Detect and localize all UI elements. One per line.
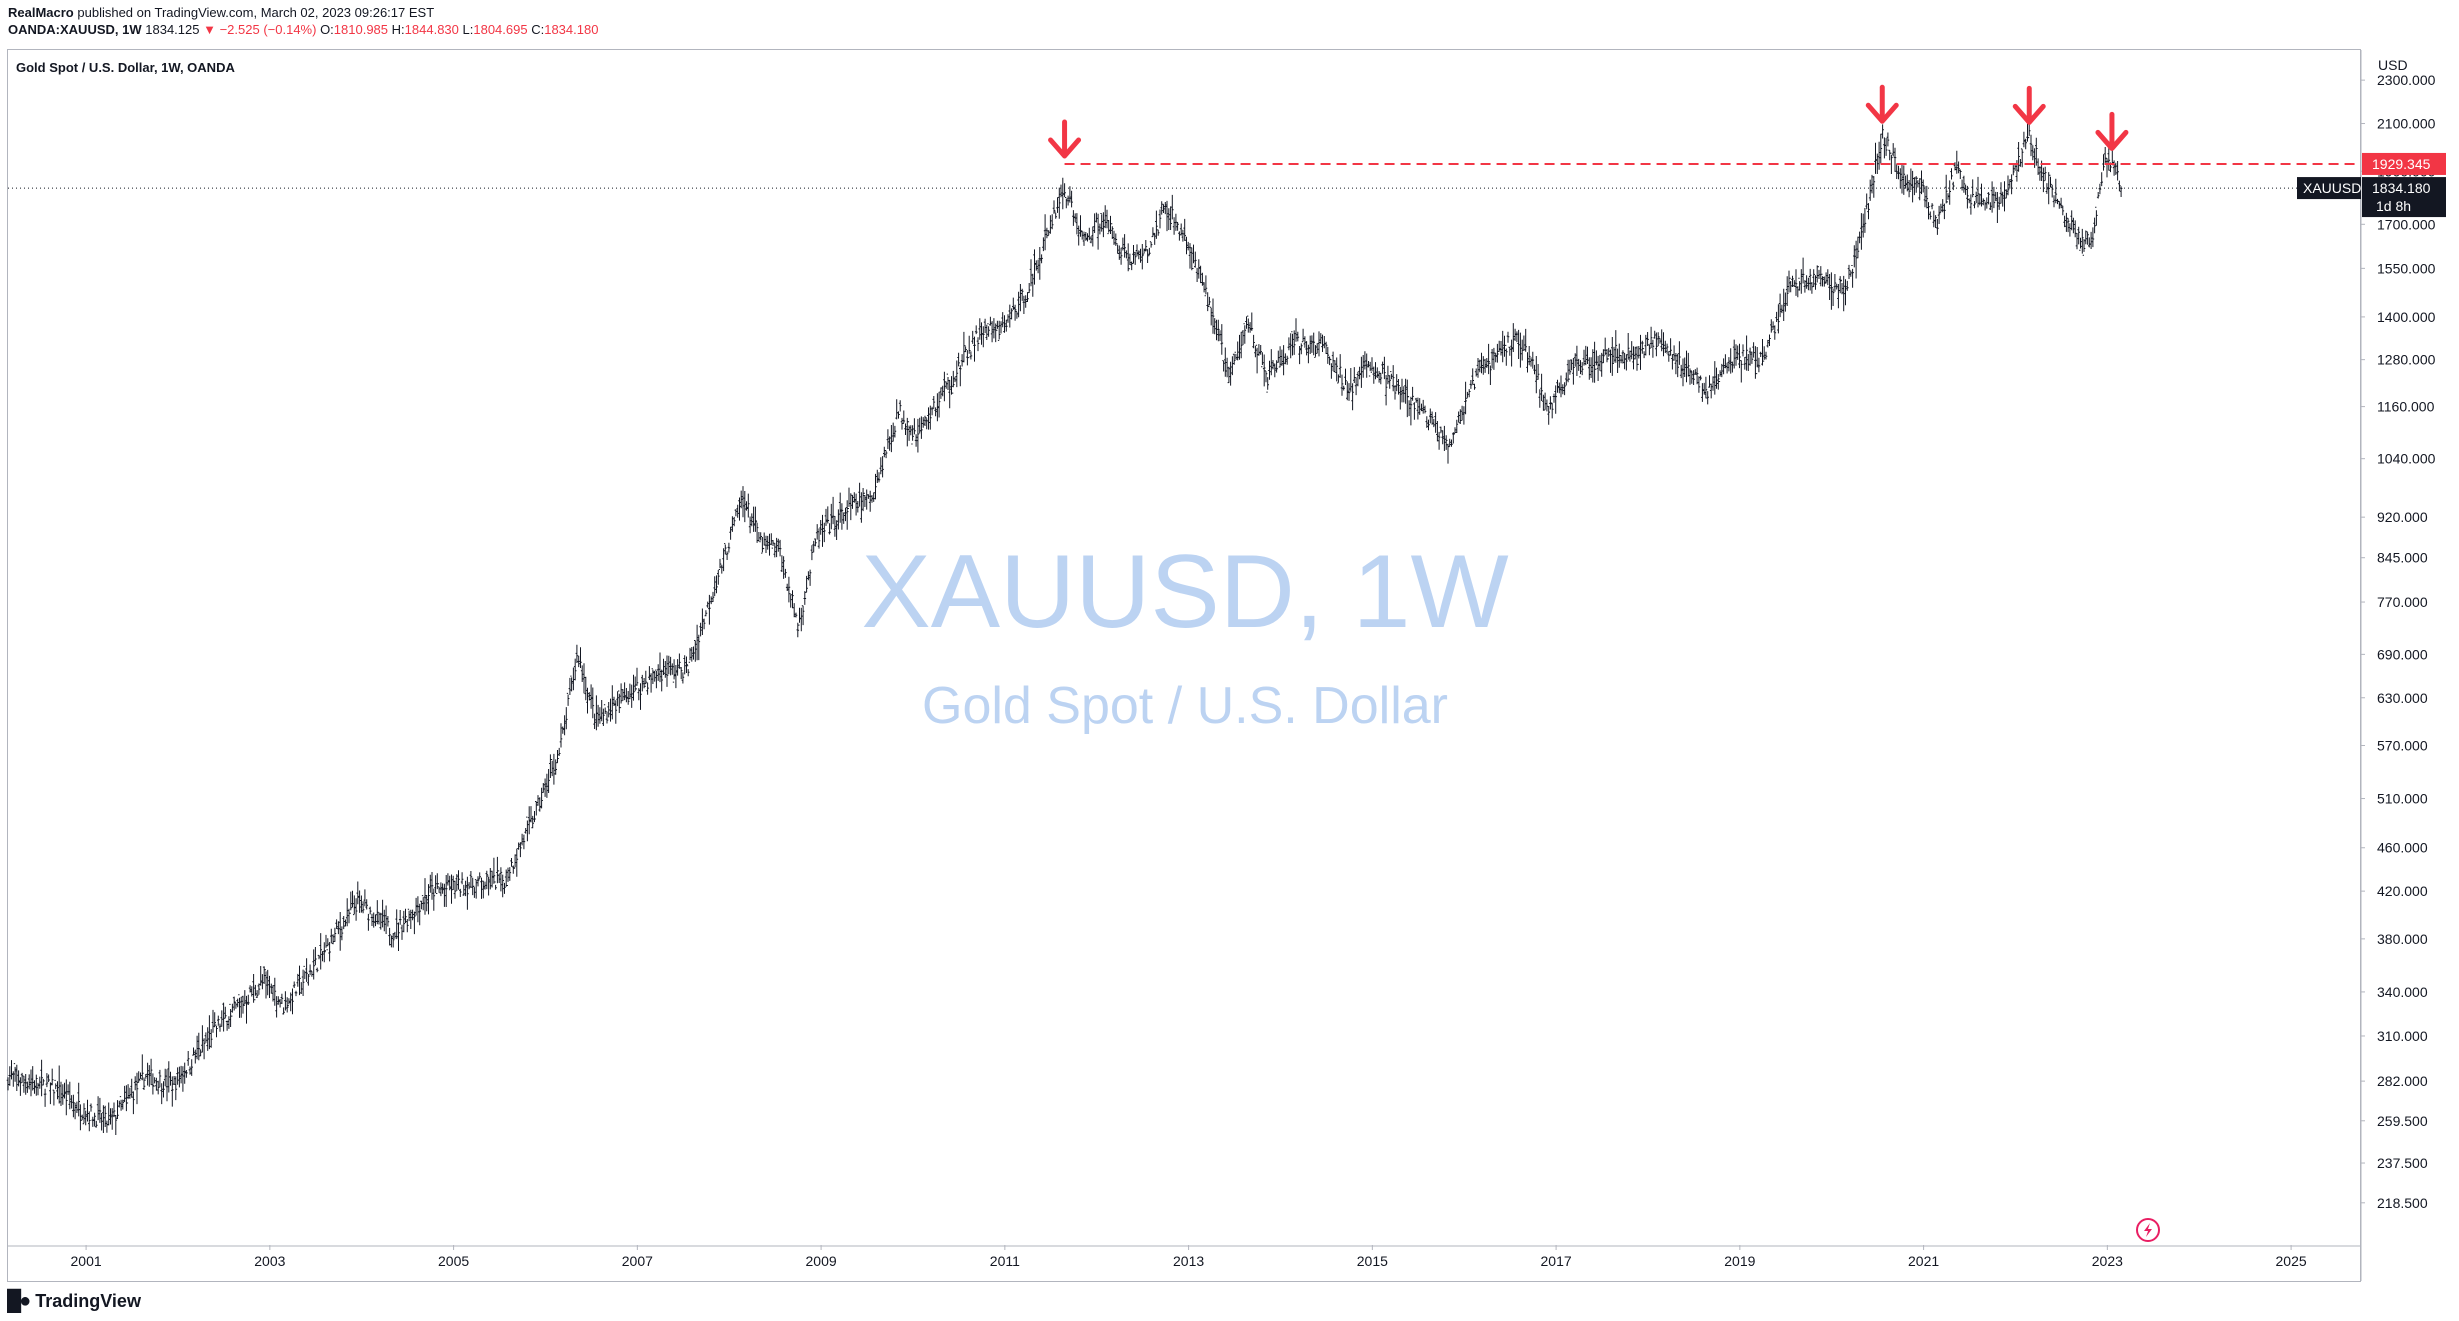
peak-arrow-icon[interactable]: [2095, 111, 2129, 151]
y-tick-label: 237.500: [2377, 1155, 2428, 1171]
y-tick-label: 218.500: [2377, 1195, 2428, 1211]
x-tick-label: 2023: [2092, 1253, 2123, 1269]
resistance-price-label: 1929.345: [2372, 156, 2431, 172]
last-price-tag: [2362, 177, 2446, 218]
peak-arrow-icon[interactable]: [1048, 119, 1082, 159]
y-tick-label: 1550.000: [2377, 260, 2436, 276]
published-text: published on TradingView.com, March 02, …: [77, 5, 435, 20]
high-label: H:: [391, 22, 405, 37]
low-label: L:: [462, 22, 474, 37]
y-tick-label: 570.000: [2377, 737, 2428, 753]
peak-arrow-icon[interactable]: [1865, 84, 1899, 124]
currency-label: USD: [2378, 57, 2408, 73]
y-tick-label: 510.000: [2377, 791, 2428, 807]
y-tick-label: 1700.000: [2377, 216, 2436, 232]
x-tick-label: 2003: [254, 1253, 285, 1269]
y-tick-label: 259.500: [2377, 1113, 2428, 1129]
y-tick-label: 310.000: [2377, 1028, 2428, 1044]
x-tick-label: 2021: [1908, 1253, 1939, 1269]
y-tick-label: 770.000: [2377, 594, 2428, 610]
y-tick-label: 420.000: [2377, 883, 2428, 899]
y-tick-label: 1040.000: [2377, 451, 2436, 467]
price-bars: [6, 113, 2123, 1135]
ohlc-line: OANDA:XAUUSD, 1W 1834.125 ▼ −2.525 (−0.1…: [8, 21, 598, 38]
x-tick-label: 2001: [71, 1253, 102, 1269]
symbol-tag-label: XAUUSD: [2303, 180, 2361, 196]
publisher-name[interactable]: RealMacro: [8, 5, 74, 20]
publisher-line: RealMacro published on TradingView.com, …: [8, 4, 598, 21]
last-price-label: 1834.180: [2372, 180, 2431, 196]
x-tick-label: 2017: [1541, 1253, 1572, 1269]
x-tick-label: 2009: [806, 1253, 837, 1269]
y-tick-label: 2100.000: [2377, 116, 2436, 132]
x-tick-label: 2025: [2276, 1253, 2307, 1269]
symbol-title[interactable]: Gold Spot / U.S. Dollar, 1W, OANDA: [16, 60, 235, 75]
y-tick-label: 920.000: [2377, 509, 2428, 525]
peak-arrow-icon[interactable]: [2012, 85, 2046, 125]
tradingview-logo-icon: █●: [7, 1290, 31, 1312]
replay-icon[interactable]: [2136, 1218, 2160, 1242]
chart-header: RealMacro published on TradingView.com, …: [8, 4, 598, 38]
y-tick-label: 1400.000: [2377, 309, 2436, 325]
y-tick-label: 282.000: [2377, 1073, 2428, 1089]
x-tick-label: 2019: [1724, 1253, 1755, 1269]
y-tick-label: 340.000: [2377, 984, 2428, 1000]
close-value: 1834.180: [544, 22, 599, 37]
x-tick-label: 2005: [438, 1253, 469, 1269]
last-price: 1834.125: [145, 22, 200, 37]
close-label: C:: [531, 22, 545, 37]
y-tick-label: 630.000: [2377, 690, 2428, 706]
watermark-symbol: XAUUSD, 1W: [861, 534, 1508, 650]
x-tick-label: 2015: [1357, 1253, 1388, 1269]
y-tick-label: 460.000: [2377, 840, 2428, 856]
open-value: 1810.985: [333, 22, 389, 37]
y-tick-label: 845.000: [2377, 550, 2428, 566]
high-value: 1844.830: [404, 22, 459, 37]
x-tick-label: 2013: [1173, 1253, 1204, 1269]
y-tick-label: 2300.000: [2377, 72, 2436, 88]
tradingview-logo[interactable]: █● TradingView: [7, 1290, 141, 1313]
y-tick-label: 1280.000: [2377, 352, 2436, 368]
y-tick-label: 1160.000: [2377, 399, 2435, 415]
brand-name: TradingView: [35, 1291, 141, 1311]
ohlc-bars: [6, 113, 2123, 1135]
price-change: ▼ −2.525 (−0.14%): [203, 22, 317, 37]
symbol-tag: [2297, 177, 2361, 200]
open-label: O:: [320, 22, 334, 37]
resistance-price-tag: [2362, 152, 2446, 175]
time-axis[interactable]: 2001 2003 2005 2007 2009 2011 2013 2015 2017 2019…: [71, 1245, 2307, 1269]
y-tick-label: 380.000: [2377, 931, 2428, 947]
price-axis[interactable]: 2300.0002100.0001900.0001700.0001550.000…: [2360, 72, 2436, 1211]
y-tick-label: 690.000: [2377, 646, 2428, 662]
x-tick-label: 2007: [622, 1253, 653, 1269]
bar-countdown: 1d 8h: [2376, 198, 2411, 214]
low-value: 1804.695: [473, 22, 528, 37]
x-tick-label: 2011: [990, 1253, 1020, 1269]
watermark-description: Gold Spot / U.S. Dollar: [922, 677, 1448, 735]
symbol-interval: OANDA:XAUUSD, 1W: [8, 22, 142, 37]
